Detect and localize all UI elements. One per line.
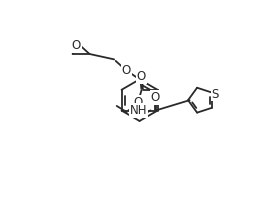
Text: O: O xyxy=(122,64,131,77)
Text: S: S xyxy=(211,88,218,101)
Text: O: O xyxy=(137,70,146,83)
Text: NH: NH xyxy=(130,104,147,117)
Text: O: O xyxy=(133,96,142,109)
Text: O: O xyxy=(151,91,160,104)
Text: O: O xyxy=(72,39,81,52)
